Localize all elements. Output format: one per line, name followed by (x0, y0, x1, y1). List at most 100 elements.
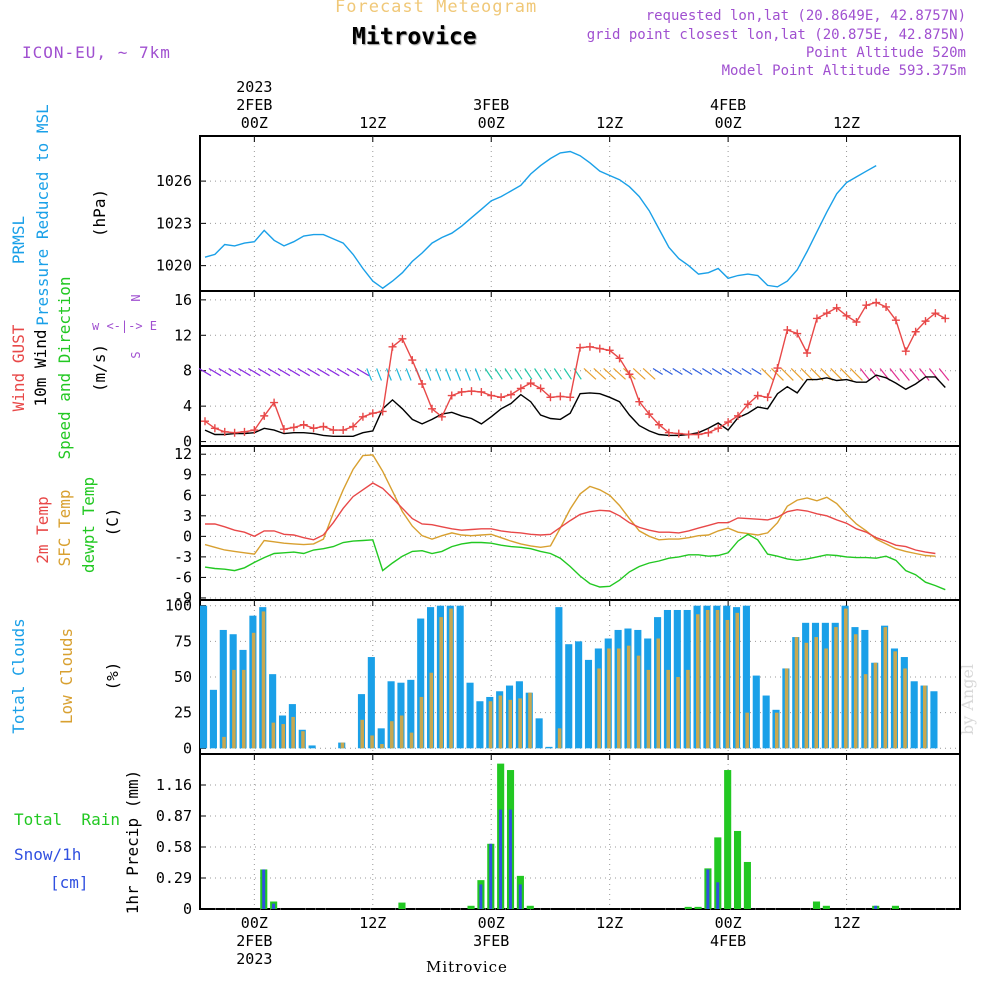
gust-marker (882, 302, 891, 311)
y-tick-label-precip: 0.87 (156, 807, 192, 825)
wind-direction-arrow (376, 368, 383, 381)
wind-direction-arrow (455, 368, 461, 381)
total-cloud-bar (377, 728, 385, 749)
gust-marker (240, 427, 249, 436)
requested-coords: requested lon,lat (20.8649E, 42.8757N) (645, 8, 966, 24)
low-cloud-bar (626, 645, 631, 749)
gust-marker (339, 426, 348, 435)
gust-marker (743, 400, 752, 409)
wind-direction-arrow (563, 368, 572, 380)
total-cloud-bar (555, 607, 563, 749)
low-cloud-bar (409, 732, 414, 749)
low-cloud-bar (676, 677, 680, 749)
low-cloud-bar (903, 668, 907, 749)
low-cloud-bar (340, 742, 345, 749)
wind-direction-arrow (850, 368, 863, 381)
watermark: by Angel (958, 663, 977, 735)
low-cloud-bar (883, 627, 888, 749)
snow-bar (518, 884, 522, 909)
gust-marker (753, 391, 762, 400)
low-cloud-bar (241, 669, 246, 749)
wind-direction-arrow (198, 367, 212, 377)
gust-marker (388, 342, 397, 351)
y-tick-label-temp: -3 (174, 548, 192, 566)
wind-direction-arrow (307, 367, 320, 377)
wind-direction-arrow (909, 368, 920, 381)
gust-marker (625, 370, 634, 379)
gust-marker (576, 343, 585, 352)
bottom-time-label: 4FEB (710, 932, 746, 950)
total-cloud-bar (209, 689, 217, 749)
gust-marker (852, 318, 861, 326)
gust-marker (408, 356, 417, 365)
top-time-label: 12Z (359, 114, 386, 132)
panel-frame-pressure (199, 135, 961, 292)
bottom-time-label: 12Z (596, 914, 623, 932)
rain-bar (467, 905, 475, 909)
wind-direction-arrow (780, 368, 794, 381)
gust-marker (289, 423, 298, 432)
low-cloud-bar (281, 724, 286, 749)
total-cloud-bar (456, 605, 464, 749)
total-cloud-bar (308, 745, 316, 749)
total-cloud-bar (219, 629, 227, 749)
meteogram-label: Forecast Meteogram (335, 0, 538, 17)
gust-marker (842, 311, 851, 320)
wind-direction-arrow (435, 368, 442, 381)
y-tick-label-cloud: 75 (174, 632, 192, 650)
rain-bar (714, 837, 722, 909)
y-tick-label-wind: 8 (183, 362, 192, 380)
gust-marker (615, 354, 624, 363)
wind-direction-arrow (287, 367, 301, 377)
gust-marker (655, 420, 664, 429)
gust-marker (921, 317, 930, 326)
low-cloud-bar (705, 609, 710, 749)
gust-marker (694, 430, 703, 439)
gust-marker (428, 404, 437, 413)
total-cloud-bar (910, 681, 918, 749)
y-tick-label-cloud: 100 (165, 597, 192, 615)
total-cloud-bar (545, 746, 553, 749)
y-tick-label-temp: 12 (174, 445, 192, 463)
wind-direction-arrow (218, 367, 232, 377)
low-cloud-bar (814, 637, 819, 749)
y-tick-label-pressure: 1026 (156, 172, 192, 190)
total-cloud-bar (476, 701, 484, 749)
temp-2m-line (205, 482, 936, 555)
wind-direction-arrow (702, 367, 713, 375)
y-tick-label-temp: 3 (183, 507, 192, 525)
low-cloud-bar (380, 744, 384, 749)
wind-direction-arrow (425, 368, 432, 381)
wind-direction-arrow (771, 368, 784, 381)
low-cloud-bar (488, 701, 493, 749)
y-tick-label-wind: 16 (174, 291, 192, 309)
wind-direction-arrow (613, 368, 626, 380)
wind-direction-arrow (790, 368, 804, 381)
low-cloud-bar (498, 695, 503, 749)
low-cloud-bar (853, 634, 858, 749)
total-cloud-bar (752, 675, 760, 749)
wind-direction-arrow (632, 368, 646, 380)
low-cloud-bar (261, 611, 266, 749)
low-cloud-bar (774, 712, 779, 749)
wind-direction-arrow (504, 368, 513, 380)
wind-direction-arrow (474, 368, 481, 381)
gust-marker (832, 303, 841, 312)
low-cloud-bar (834, 627, 838, 749)
low-cloud-bar (893, 651, 897, 749)
sfc-temp-line (204, 454, 936, 557)
gust-marker (487, 391, 496, 400)
y-tick-label-precip: 0.29 (156, 869, 192, 887)
low-cloud-bar (646, 669, 651, 749)
gust-marker (931, 309, 940, 318)
gust-marker (270, 398, 279, 407)
wind-direction-arrow (514, 368, 523, 380)
gust-marker (260, 411, 269, 420)
y-tick-label-pressure: 1020 (156, 257, 192, 275)
y-tick-label-temp: -6 (174, 568, 192, 586)
low-cloud-bar (844, 608, 848, 749)
rain-bar (733, 830, 742, 909)
low-cloud-bar (804, 642, 809, 749)
wind-direction-arrow (208, 367, 222, 377)
top-time-label: 12Z (596, 114, 623, 132)
